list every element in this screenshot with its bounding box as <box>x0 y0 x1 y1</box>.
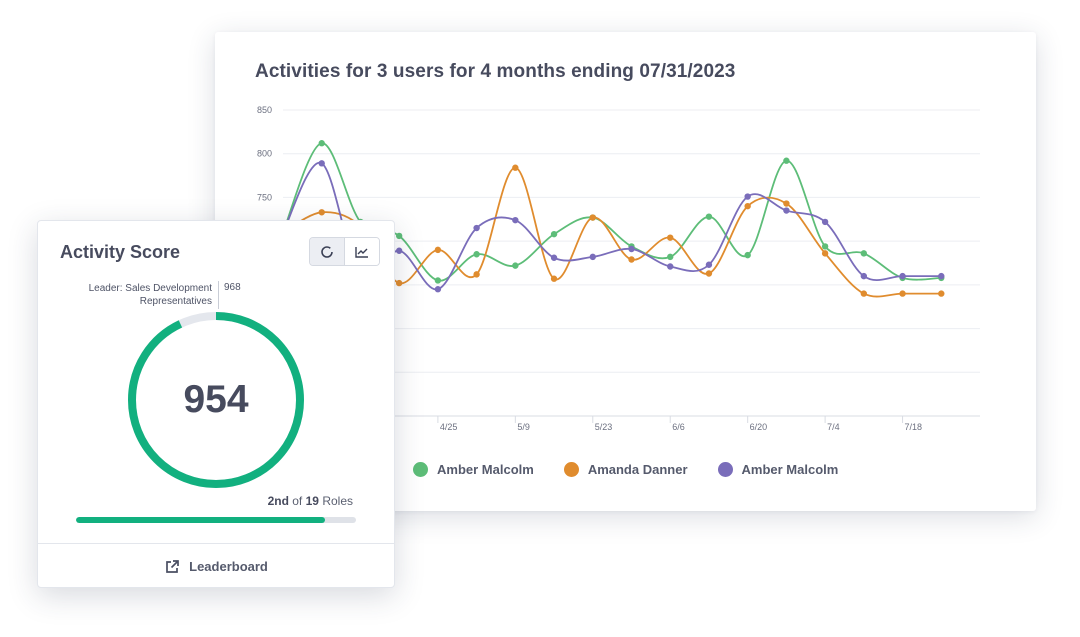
rank-progress-fill <box>76 517 326 523</box>
data-point[interactable] <box>667 253 674 261</box>
legend-item-amanda-danner[interactable]: Amanda Danner <box>563 462 688 477</box>
data-point[interactable] <box>473 224 480 232</box>
data-point[interactable] <box>434 286 442 293</box>
data-point[interactable] <box>783 200 790 207</box>
data-point[interactable] <box>667 234 674 241</box>
data-point[interactable] <box>899 290 906 297</box>
data-point[interactable] <box>550 275 558 282</box>
leader-label: Leader: Sales Development Representative… <box>88 283 212 307</box>
data-point[interactable] <box>860 250 868 257</box>
legend-item-amber-malcolm-green[interactable]: Amber Malcolm <box>413 462 534 477</box>
data-point[interactable] <box>318 160 325 167</box>
score-card-title: Activity Score <box>60 242 181 262</box>
data-point[interactable] <box>821 243 829 250</box>
score-ring <box>128 312 304 488</box>
activity-line-chart: 850 800 750 4/25 5/9 5/23 6/6 6/20 7/4 7/18 <box>257 105 980 432</box>
data-point[interactable] <box>395 247 403 254</box>
leaderboard-label: Leaderboard <box>189 559 268 574</box>
chart-view-button[interactable] <box>344 238 379 265</box>
legend-label: Amanda Danner <box>587 462 688 477</box>
data-point[interactable] <box>395 279 403 287</box>
data-point[interactable] <box>744 193 751 200</box>
ring-view-button[interactable] <box>310 238 345 265</box>
data-point[interactable] <box>473 251 480 258</box>
rank-progress-bar <box>76 517 356 523</box>
data-point[interactable] <box>395 232 403 240</box>
legend-label: Amber Malcolm <box>741 462 839 477</box>
data-point[interactable] <box>318 140 325 147</box>
circle-outline-icon <box>320 245 333 258</box>
data-point[interactable] <box>512 164 519 171</box>
x-tick-label: 6/20 <box>750 422 768 432</box>
data-point[interactable] <box>589 214 596 221</box>
data-point[interactable] <box>821 218 829 226</box>
y-tick-label: 800 <box>257 149 272 159</box>
rank-total: 19 <box>305 494 319 508</box>
data-point[interactable] <box>628 245 635 253</box>
leader-divider <box>218 281 219 309</box>
legend-dot-green <box>413 462 428 477</box>
data-point[interactable] <box>705 261 713 268</box>
data-point[interactable] <box>550 230 558 238</box>
rank-unit: Roles <box>322 494 353 508</box>
external-link-icon <box>166 559 179 573</box>
data-point[interactable] <box>550 254 558 261</box>
data-point[interactable] <box>783 207 790 214</box>
legend-label: Amber Malcolm <box>437 462 534 477</box>
x-tick-label: 5/9 <box>517 422 530 432</box>
line-chart-icon <box>355 246 368 258</box>
data-point[interactable] <box>473 271 480 278</box>
chart-title: Activities for 3 users for 4 months endi… <box>255 61 736 82</box>
legend-dot-purple <box>717 462 733 477</box>
x-tick-label: 7/4 <box>827 422 840 432</box>
data-point[interactable] <box>860 290 868 297</box>
data-point[interactable] <box>860 272 868 280</box>
legend-dot-orange <box>563 462 579 477</box>
x-tick-label: 6/6 <box>672 422 685 432</box>
x-tick-label: 4/25 <box>440 422 458 432</box>
data-point[interactable] <box>318 209 325 216</box>
data-point[interactable] <box>744 202 751 210</box>
rank-text: 2nd of 19 Roles <box>268 494 353 508</box>
y-tick-label: 750 <box>257 192 272 202</box>
activity-score-card: Activity Score Leader: Sales Development… <box>37 220 395 588</box>
data-point[interactable] <box>783 157 790 164</box>
activity-score-value: 954 <box>183 378 249 421</box>
data-point[interactable] <box>589 253 596 261</box>
data-point[interactable] <box>899 272 906 280</box>
data-point[interactable] <box>938 290 945 297</box>
score-ring-fill <box>128 312 304 488</box>
data-point[interactable] <box>434 246 442 254</box>
data-point[interactable] <box>821 250 829 257</box>
legend-item-amber-malcolm-purple[interactable]: Amber Malcolm <box>717 462 839 477</box>
data-point[interactable] <box>512 262 519 269</box>
rank-of: of <box>292 494 303 508</box>
data-point[interactable] <box>705 213 713 220</box>
rank-position: 2nd <box>267 494 289 508</box>
data-point[interactable] <box>628 256 635 263</box>
view-toggle <box>309 237 380 266</box>
chart-legend: Amber Malcolm Amanda Danner Amber Malcol… <box>413 462 838 477</box>
leaderboard-link[interactable]: Leaderboard <box>38 543 394 589</box>
data-point[interactable] <box>512 216 519 224</box>
data-point[interactable] <box>667 263 674 270</box>
leader-value: 968 <box>224 282 241 293</box>
data-point[interactable] <box>434 277 442 284</box>
data-point[interactable] <box>744 251 751 259</box>
x-tick-label: 5/23 <box>595 422 613 432</box>
y-tick-label: 850 <box>257 105 272 115</box>
data-point[interactable] <box>938 272 945 280</box>
x-tick-label: 7/18 <box>905 422 923 432</box>
data-point[interactable] <box>705 270 713 277</box>
